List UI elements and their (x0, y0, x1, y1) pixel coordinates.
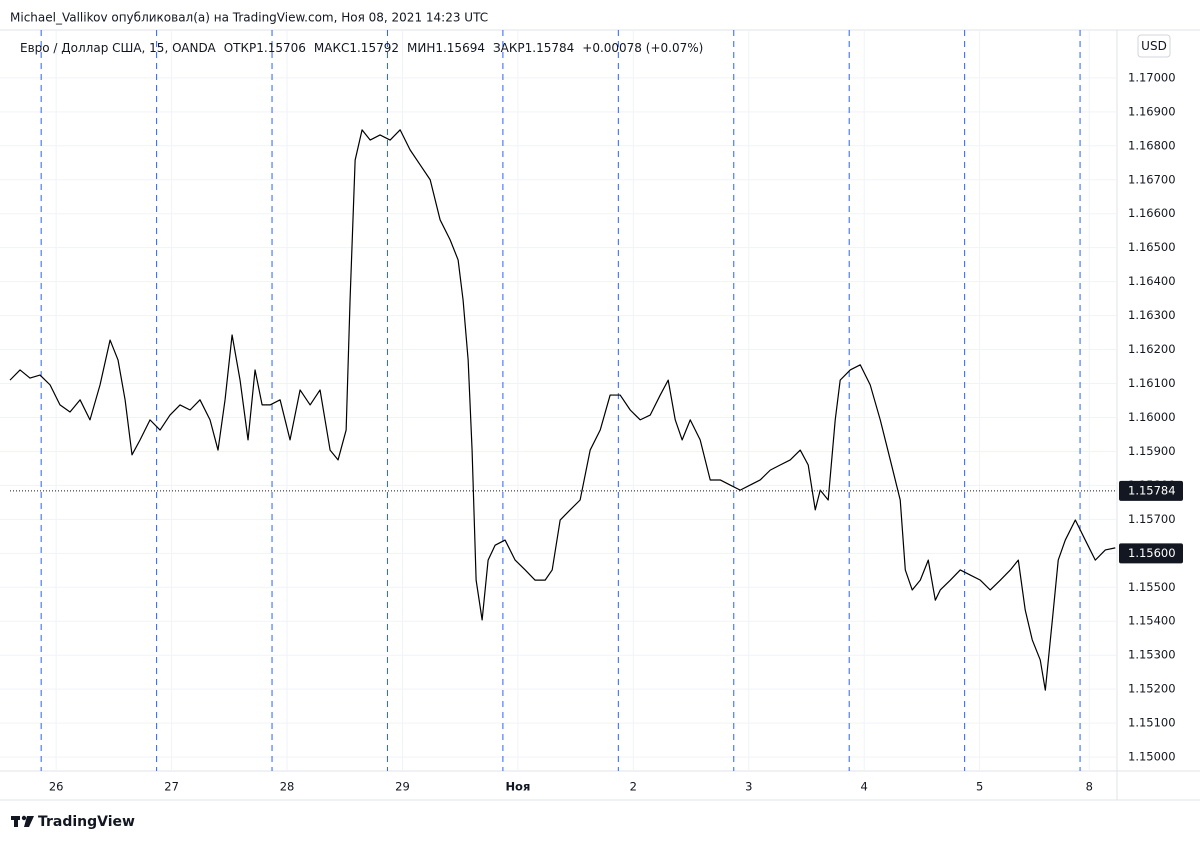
legend-item-value: 1.15792 (349, 41, 399, 55)
y-tick-label: 1.15900 (1128, 444, 1176, 458)
plot (9, 129, 1117, 691)
legend-item-value: 1.15784 (525, 41, 575, 55)
x-tick-label: 3 (745, 780, 752, 794)
y-tick-label: 1.16400 (1128, 274, 1176, 288)
y-tick-label: 1.16100 (1128, 376, 1176, 390)
legend-item-value: 1.15694 (435, 41, 485, 55)
y-tick-label: 1.16300 (1128, 308, 1176, 322)
legend: Евро / Доллар США, 15, OANDA ОТКР1.15706 М… (20, 41, 703, 55)
axes: 1.15000 1.15100 1.15200 1.15300 1.15400 1.155… (49, 70, 1183, 794)
y-tick-label: 1.15400 (1128, 614, 1176, 628)
legend-item-label: МИН (407, 41, 435, 55)
legend-item-value: 1.15706 (256, 41, 306, 55)
legend-item-label: ОТКР (224, 41, 257, 55)
y-tick-label: 1.16600 (1128, 206, 1176, 220)
brand: TradingView (38, 814, 135, 830)
price-line (9, 129, 1116, 691)
x-tick-label: 2 (630, 780, 637, 794)
y-tick-label: 1.15200 (1128, 682, 1176, 696)
x-tick-label: 28 (280, 780, 295, 794)
grid (0, 30, 1117, 771)
x-tick-label: 4 (861, 780, 868, 794)
y-tick-label: 1.17000 (1128, 70, 1176, 84)
x-tick-label: Ноя (505, 780, 530, 794)
y-tick-label: 1.16500 (1128, 240, 1176, 254)
y-tick-label: 1.16200 (1128, 342, 1176, 356)
x-tick-label: 27 (164, 780, 179, 794)
y-tick-label: 1.16800 (1128, 138, 1176, 152)
x-tick-label: 8 (1086, 780, 1093, 794)
price-label-box (1119, 543, 1183, 564)
y-tick-label: 1.16900 (1128, 104, 1176, 118)
brand-logo (11, 815, 34, 827)
currency[interactable]: USD (1141, 39, 1167, 53)
y-tick-label: 1.16700 (1128, 172, 1176, 186)
price-label: 1.15600 (1128, 546, 1176, 560)
y-tick-label: 1.15700 (1128, 512, 1176, 526)
x-tick-label: 5 (976, 780, 983, 794)
legend-change: +0.00078 (+0.07%) (582, 41, 703, 55)
y-tick-label: 1.15100 (1128, 716, 1176, 730)
y-tick-label: 1.15000 (1128, 750, 1176, 764)
attribution: Michael_Vallikov опубликовал(а) на Tradi… (10, 11, 488, 25)
legend-item-label: ЗАКР (493, 41, 525, 55)
y-tick-label: 1.15300 (1128, 648, 1176, 662)
currency-button[interactable] (1137, 34, 1171, 58)
y-tick-label: 1.15500 (1128, 580, 1176, 594)
price-label-box (1119, 480, 1183, 501)
y-tick-label: 1.16000 (1128, 410, 1176, 424)
price-label: 1.15784 (1128, 483, 1176, 497)
x-tick-label: 29 (395, 780, 410, 794)
legend-symbol: Евро / Доллар США, 15, OANDA (20, 41, 217, 55)
x-tick-label: 26 (49, 780, 64, 794)
legend-item-label: МАКС (314, 41, 349, 55)
